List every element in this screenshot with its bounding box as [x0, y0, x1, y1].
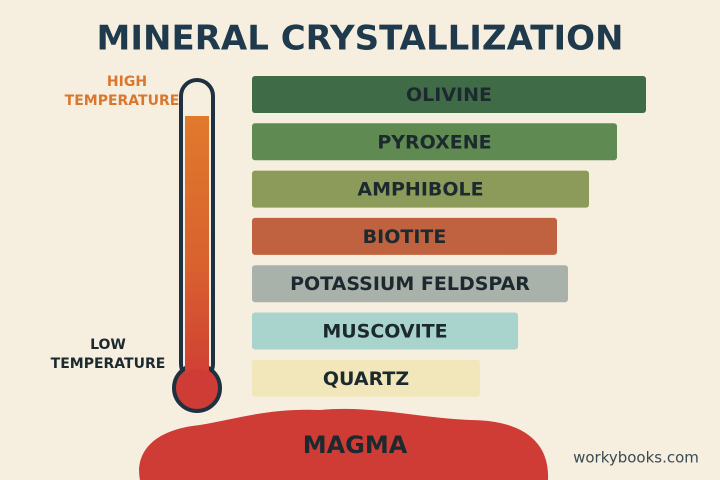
high-label-1: HIGH: [107, 74, 147, 90]
mineral-label: POTASSIUM FELDSPAR: [290, 273, 530, 295]
low-label-1: LOW: [90, 337, 126, 353]
mineral-label: OLIVINE: [406, 84, 492, 106]
mineral-bar: [252, 312, 518, 350]
magma-blob: [139, 408, 549, 480]
mineral-bar: [252, 76, 646, 113]
high-label-2: TEMPERATURE: [65, 93, 180, 109]
magma-label: MAGMA: [303, 431, 408, 459]
mineral-bar: [252, 359, 480, 397]
thermometer: [172, 78, 222, 413]
mineral-label: QUARTZ: [323, 368, 409, 390]
mineral-label: AMPHIBOLE: [357, 179, 483, 201]
mineral-bars: OLIVINE PYROXENE AMPHIBOLE BIOTITE POTASSIUM…: [252, 76, 646, 397]
title: MINERAL CRYSTALLIZATION: [97, 19, 624, 59]
footer: workybooks.com: [573, 449, 699, 467]
mineral-label: MUSCOVITE: [322, 321, 447, 343]
mineral-bar: [252, 217, 557, 255]
low-label-2: TEMPERATURE: [51, 356, 166, 372]
mineral-label: PYROXENE: [377, 131, 491, 153]
mineral-bar: [252, 265, 568, 303]
mineral-bar: [252, 170, 589, 208]
mineral-bar: [252, 123, 617, 161]
mineral-label: BIOTITE: [363, 226, 447, 248]
